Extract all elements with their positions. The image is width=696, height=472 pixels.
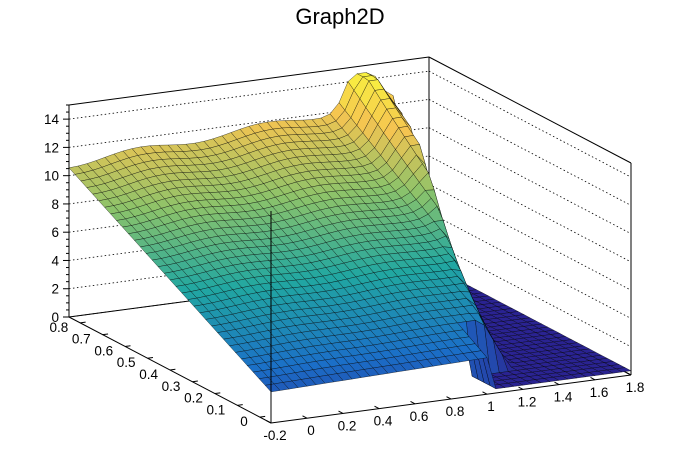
z-tick-label: 14: [44, 112, 60, 127]
z-gridline-right: [428, 70, 632, 178]
z-tick-label: 12: [44, 140, 59, 155]
y-tick: [237, 404, 243, 406]
z-gridline-right: [428, 99, 632, 206]
y-tick-label: 0: [240, 414, 248, 429]
y-tick-label: 0.6: [94, 343, 113, 358]
x-tick-label: 0: [307, 423, 315, 438]
y-tick-label: 0.4: [139, 367, 158, 382]
x-tick-label: 1: [487, 399, 495, 414]
z-tick-label: 10: [44, 169, 59, 184]
x-tick: [626, 372, 632, 376]
x-tick: [302, 415, 308, 419]
z-gridline-back: [68, 240, 430, 290]
y-tick: [147, 357, 154, 359]
y-tick: [102, 333, 109, 336]
z-gridline-back: [68, 70, 430, 120]
x-tick-label: 1.2: [518, 394, 537, 409]
x-tick: [374, 405, 380, 410]
z-gridline-back: [68, 212, 430, 261]
y-tick: [169, 368, 176, 371]
y-tick-label: 0.1: [207, 402, 226, 417]
x-tick-label: 0.4: [374, 414, 393, 429]
chart-title: Graph2D: [295, 4, 384, 29]
x-tick-label: 0.8: [446, 404, 465, 419]
x-tick: [590, 377, 596, 381]
y-tick-label: 0.8: [49, 320, 68, 335]
x-tick-label: -0.2: [263, 428, 286, 443]
z-gridline-right: [428, 127, 632, 235]
z-tick-label: 6: [51, 225, 59, 240]
x-tick-label: 0.6: [410, 409, 429, 424]
x-tick-label: 1.8: [626, 380, 645, 395]
z-tick-label: 4: [51, 253, 59, 268]
surface-mesh: [68, 72, 632, 393]
z-gridline-back: [68, 268, 430, 318]
x-tick: [482, 391, 488, 395]
z-tick-label: 8: [51, 197, 59, 212]
x-tick: [518, 386, 524, 390]
y-tick: [80, 321, 86, 324]
x-tick: [446, 396, 452, 400]
z-gridline-right: [428, 155, 632, 263]
y-tick: [125, 345, 131, 347]
z-tick-label: 0: [51, 310, 59, 325]
x-tick-label: 1.6: [590, 385, 609, 400]
back-top-edge: [68, 56, 430, 106]
x-tick: [338, 410, 344, 414]
z-tick-label: 2: [51, 282, 59, 297]
y-tick-label: 0.3: [162, 379, 181, 394]
right-top-edge: [428, 56, 632, 164]
x-tick: [410, 401, 416, 405]
y-tick-label: 0.2: [184, 391, 203, 406]
axis-ticks: -0.2 0 0.2 0.4 0.6 0.8 1 1.2 1.4 1.6 1.800.10.20.3…: [44, 104, 645, 443]
y-tick-label: 0.7: [72, 332, 91, 347]
x-tick-label: 0.2: [338, 418, 357, 433]
x-tick-label: 1.4: [554, 390, 573, 405]
y-tick-label: 0.5: [117, 355, 136, 370]
x-tick: [266, 420, 272, 424]
y-tick: [259, 415, 266, 418]
z-gridline-back: [68, 99, 430, 148]
x-tick: [554, 381, 560, 386]
y-tick: [214, 392, 221, 395]
y-tick: [192, 380, 198, 383]
